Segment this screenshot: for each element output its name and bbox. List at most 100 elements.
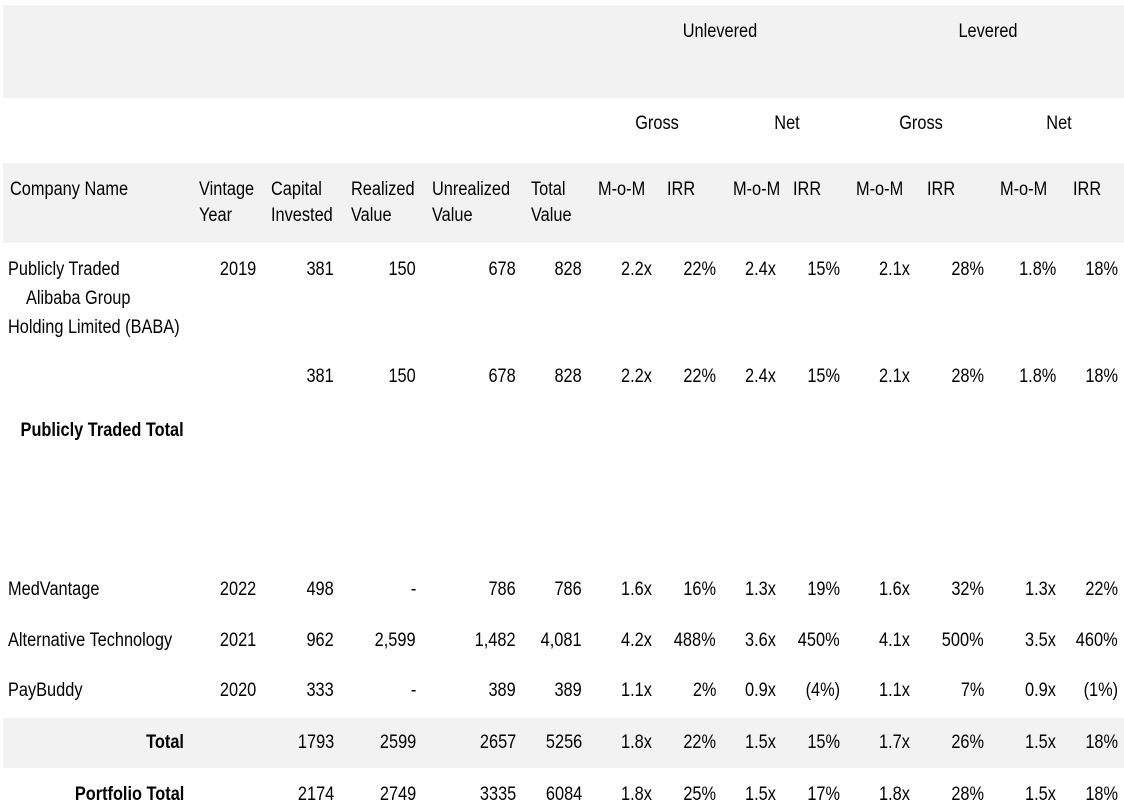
table-cell: 22% <box>683 732 716 753</box>
table-cell: 28% <box>951 366 984 387</box>
table-cell: 4.2x <box>621 630 652 651</box>
table-cell: 18% <box>1085 366 1118 387</box>
table-cell: 828 <box>554 259 582 280</box>
table-cell: 19% <box>807 579 840 600</box>
table-cell: 17% <box>807 784 840 805</box>
table-cell: 4,081 <box>541 630 582 651</box>
table-cell: 381 <box>306 259 334 280</box>
total-label: Total <box>146 732 184 753</box>
table-cell: 1.8% <box>1018 259 1056 280</box>
table-cell: 18% <box>1085 784 1118 805</box>
portfolio-total-label: Portfolio Total <box>74 784 184 805</box>
table-cell: 786 <box>488 579 516 600</box>
column-header-vintage: Vintage <box>199 179 255 200</box>
column-header-capital: Capital <box>271 179 322 200</box>
table-cell: 1.8x <box>621 732 652 753</box>
table-cell: 389 <box>488 680 516 701</box>
company-name: PayBuddy <box>8 680 83 701</box>
table-cell: 1.8% <box>1018 366 1056 387</box>
column-header-capital: Invested <box>271 205 333 226</box>
table-cell: 498 <box>306 579 334 600</box>
table-cell: 3.5x <box>1025 630 1056 651</box>
table-cell: 2% <box>692 680 716 701</box>
table-cell: - <box>410 579 416 600</box>
table-cell: 1.3x <box>745 579 776 600</box>
table-cell: 3335 <box>479 784 516 805</box>
table-cell: 16% <box>683 579 716 600</box>
column-header-mom: M-o-M <box>598 179 646 200</box>
table-cell: 22% <box>683 366 716 387</box>
table-cell: 2,599 <box>375 630 416 651</box>
company-name: Alternative Technology <box>8 630 173 651</box>
table-cell: 2749 <box>379 784 416 805</box>
table-cell: 2174 <box>297 784 334 805</box>
table-cell: 3.6x <box>745 630 776 651</box>
column-header-realized: Value <box>351 205 392 226</box>
subgroup-header-gross: Gross <box>635 113 679 134</box>
column-header-total: Value <box>531 205 572 226</box>
column-header-unrealized: Unrealized <box>432 179 511 200</box>
column-header-mom: M-o-M <box>1000 179 1048 200</box>
table-cell: 0.9x <box>1025 680 1056 701</box>
table-cell: 1.8x <box>879 784 910 805</box>
table-cell: 22% <box>1085 579 1118 600</box>
table-cell: 2.1x <box>879 366 910 387</box>
company-name: MedVantage <box>8 579 100 600</box>
subheader-band <box>3 163 1124 243</box>
column-header-irr: IRR <box>1073 179 1102 200</box>
table-cell: 1.1x <box>879 680 910 701</box>
table-cell: 1.3x <box>1025 579 1056 600</box>
table-cell: 15% <box>807 259 840 280</box>
column-header-total: Total <box>531 179 566 200</box>
table-cell: 150 <box>388 366 416 387</box>
table-cell: 18% <box>1085 732 1118 753</box>
table-cell: 2.2x <box>621 366 652 387</box>
column-header-irr: IRR <box>927 179 956 200</box>
table-cell: 828 <box>554 366 582 387</box>
table-cell: 15% <box>807 732 840 753</box>
table-cell: 460% <box>1076 630 1118 651</box>
group-header-levered: Levered <box>958 21 1018 42</box>
column-header-vintage: Year <box>199 205 233 226</box>
column-header-irr: IRR <box>793 179 822 200</box>
group-header-unlevered: Unlevered <box>682 21 758 42</box>
table-cell: 2019 <box>219 259 256 280</box>
company-name: Publicly Traded <box>8 259 120 280</box>
table-cell: 1.5x <box>1025 732 1056 753</box>
subtotal-label: Publicly Traded Total <box>20 420 184 441</box>
table-cell: 678 <box>488 366 516 387</box>
subgroup-header-net: Net <box>1046 113 1072 134</box>
table-cell: 2599 <box>379 732 416 753</box>
column-header-mom: M-o-M <box>733 179 781 200</box>
table-cell: 1.5x <box>1025 784 1056 805</box>
column-header-realized: Realized <box>351 179 415 200</box>
table-cell: 5256 <box>545 732 582 753</box>
company-name: Alibaba Group <box>26 288 131 309</box>
table-cell: 0.9x <box>745 680 776 701</box>
column-header-irr: IRR <box>667 179 696 200</box>
table-cell: 786 <box>554 579 582 600</box>
table-cell: 6084 <box>545 784 582 805</box>
table-cell: 1.1x <box>621 680 652 701</box>
table-cell: 1.6x <box>879 579 910 600</box>
column-header-unrealized: Value <box>432 205 473 226</box>
header-band <box>3 5 1124 98</box>
table-cell: 2.1x <box>879 259 910 280</box>
column-header-company-name: Company Name <box>10 179 129 200</box>
table-cell: 678 <box>488 259 516 280</box>
table-cell: 2657 <box>479 732 516 753</box>
table-cell: 389 <box>554 680 582 701</box>
table-cell: 15% <box>807 366 840 387</box>
table-cell: 1.6x <box>621 579 652 600</box>
table-cell: 2.2x <box>621 259 652 280</box>
table-cell: 1,482 <box>475 630 516 651</box>
table-cell: 2022 <box>219 579 256 600</box>
table-cell: 1.5x <box>745 732 776 753</box>
company-name: Holding Limited (BABA) <box>8 317 180 338</box>
table-cell: - <box>410 680 416 701</box>
table-cell: 2.4x <box>745 259 776 280</box>
table-cell: (1%) <box>1083 680 1118 701</box>
table-cell: 962 <box>306 630 334 651</box>
table-cell: 32% <box>951 579 984 600</box>
table-cell: 4.1x <box>879 630 910 651</box>
